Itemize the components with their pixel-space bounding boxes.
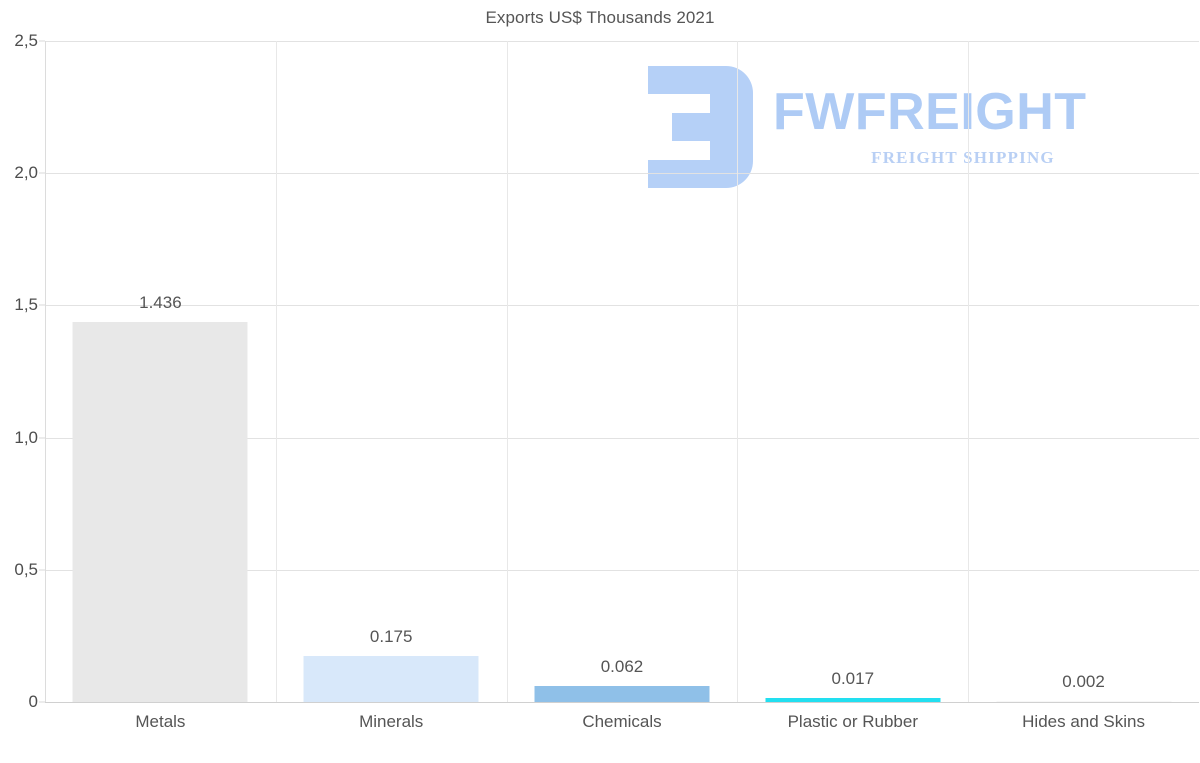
gridline-horizontal <box>45 702 1199 703</box>
gridline-vertical <box>507 41 508 702</box>
bar-group: 0.002 <box>968 41 1199 702</box>
gridline-vertical <box>276 41 277 702</box>
x-axis-tick-label: Minerals <box>359 712 424 731</box>
chart-title: Exports US$ Thousands 2021 <box>485 8 715 27</box>
bar[interactable] <box>534 685 710 702</box>
bar[interactable] <box>996 701 1172 702</box>
y-axis-tick-mark <box>39 701 45 703</box>
y-axis-tick-label: 0 <box>28 692 38 711</box>
x-axis-tick-label: Chemicals <box>582 712 662 731</box>
x-axis-tick-label: Hides and Skins <box>1022 712 1145 731</box>
x-axis-tick-label: Plastic or Rubber <box>787 712 918 731</box>
y-axis-tick-label: 2,0 <box>14 163 38 183</box>
bar-value-label: 0.175 <box>369 626 413 646</box>
gridline-vertical <box>737 41 738 702</box>
bar-value-label: 0.017 <box>831 668 875 688</box>
bar-group: 0.017 <box>737 41 968 702</box>
y-axis-tick-label: 1,5 <box>14 295 38 315</box>
gridline-horizontal <box>45 173 1199 175</box>
gridline-horizontal <box>45 41 1199 42</box>
bar-value-label: 0.062 <box>600 656 644 676</box>
bar-group: 0.062 <box>507 41 738 702</box>
bar[interactable] <box>303 655 479 702</box>
y-axis-line <box>45 41 46 702</box>
bar[interactable] <box>72 322 248 702</box>
gridline-horizontal <box>45 437 1199 439</box>
y-axis-tick-mark <box>39 40 45 42</box>
y-axis-tick-mark <box>39 437 45 439</box>
y-axis-tick-label: 1,0 <box>14 427 38 447</box>
x-axis-tick-label: Metals <box>135 712 186 731</box>
bar-group: 1.436 <box>45 41 276 702</box>
y-axis-tick-label: 2,5 <box>14 31 38 50</box>
y-axis-tick-mark <box>39 172 45 174</box>
y-axis-tick-mark <box>39 304 45 306</box>
y-axis-tick-label: 0,5 <box>14 559 38 579</box>
bar[interactable] <box>765 697 941 702</box>
bar-group: 0.175 <box>276 41 507 702</box>
y-axis-tick-mark <box>39 569 45 571</box>
gridline-vertical <box>968 41 969 702</box>
gridline-horizontal <box>45 569 1199 571</box>
bar-value-label: 0.002 <box>1062 672 1105 692</box>
bar-value-label: 1.436 <box>139 293 182 313</box>
bar-series: 1.436 0.175 0.062 0.017 0.002 <box>45 41 1199 702</box>
gridline-horizontal <box>45 305 1199 307</box>
plot-area: 1.436 0.175 0.062 0.017 0.002 <box>45 41 1199 703</box>
